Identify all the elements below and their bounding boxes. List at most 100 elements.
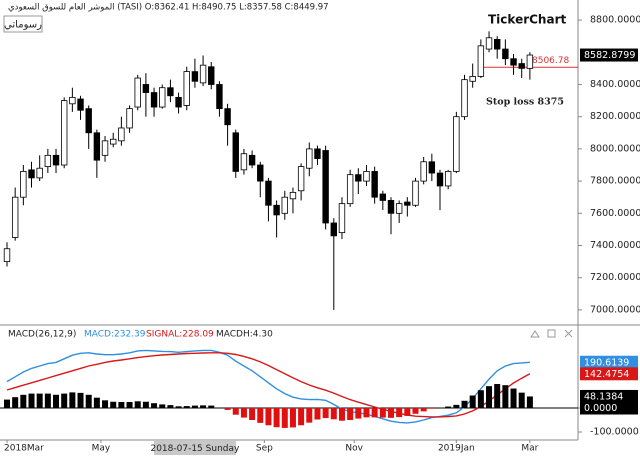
histogram-bar xyxy=(134,401,141,408)
candle-body xyxy=(289,191,297,200)
histogram-bar xyxy=(167,405,174,408)
histogram-bar xyxy=(494,384,501,408)
candle-body xyxy=(420,161,427,182)
candle-body xyxy=(28,169,35,179)
candle-body xyxy=(461,79,468,118)
histogram-bar xyxy=(363,408,370,418)
instrument-header: الموشر العام للسوق السعودي (TASI) O:8362… xyxy=(8,3,329,13)
candle-body xyxy=(281,196,288,214)
candle-body xyxy=(175,96,182,108)
candle-body xyxy=(240,153,248,171)
y-tick-label: 8000.0000 xyxy=(590,143,640,154)
histogram-bar xyxy=(502,385,509,408)
candle-body xyxy=(502,48,509,60)
candle-body xyxy=(265,180,272,206)
drawings-button[interactable] xyxy=(3,15,43,33)
histogram-bar xyxy=(330,408,337,420)
candle-body xyxy=(20,171,27,198)
collapse-button[interactable] xyxy=(530,330,540,338)
x-tick-label: Nov xyxy=(345,444,363,454)
histogram-bar xyxy=(183,406,190,408)
close-button[interactable] xyxy=(564,329,573,338)
candle-body xyxy=(453,116,460,172)
value-tag xyxy=(580,48,638,62)
histogram-bar xyxy=(224,408,231,410)
histogram-bar xyxy=(273,408,280,428)
x-tick-label: Sep xyxy=(256,444,273,454)
candle-body xyxy=(346,174,354,205)
value-tag-label: 190.6139 xyxy=(584,357,629,368)
candle-body xyxy=(183,71,190,106)
histogram-bar xyxy=(445,406,452,408)
candle-body xyxy=(126,108,133,129)
candle-body xyxy=(3,248,11,263)
drawings-button-label[interactable]: رسوماتي xyxy=(4,20,42,31)
histogram-bar xyxy=(151,403,158,408)
histogram-bar xyxy=(453,404,460,408)
candle-body xyxy=(355,174,362,182)
candle-body xyxy=(371,171,378,198)
candle-body xyxy=(330,222,337,237)
candle-body xyxy=(11,196,19,238)
candle-body xyxy=(395,203,403,214)
value-tag xyxy=(580,355,638,369)
macd-readout: MACD:232.39 xyxy=(84,330,146,340)
value-tag-label: 48.1384 xyxy=(584,391,623,402)
indicator-line xyxy=(6,349,530,424)
histogram-bar xyxy=(420,408,427,412)
maximize-button[interactable] xyxy=(547,329,556,338)
histogram-bar xyxy=(126,402,133,408)
histogram-bar xyxy=(175,406,182,408)
histogram-bar xyxy=(281,408,288,428)
candle-body xyxy=(93,132,101,161)
histogram-bar xyxy=(69,392,76,408)
histogram-bar xyxy=(477,390,484,408)
candle-body xyxy=(444,171,452,187)
candle-body xyxy=(52,154,60,166)
candle-body xyxy=(273,204,280,216)
histogram-bar xyxy=(347,408,354,420)
candle-body xyxy=(297,166,305,192)
candle-body xyxy=(248,154,256,166)
histogram-bar xyxy=(77,392,84,408)
y-tick-label: 7200.0000 xyxy=(590,272,640,283)
candle-body xyxy=(159,87,166,108)
histogram-bar xyxy=(265,408,272,426)
histogram-bar xyxy=(93,397,100,408)
y-tick-label: 7400.0000 xyxy=(590,240,640,251)
candle-body xyxy=(428,161,436,174)
histogram-bar xyxy=(118,402,125,408)
histogram-bar xyxy=(387,408,394,418)
value-tag xyxy=(580,389,638,403)
y-tick-label: 8800.0000 xyxy=(590,15,640,26)
candle-body xyxy=(412,180,419,206)
value-tag xyxy=(580,367,638,381)
value-tag-label: 8582.8799 xyxy=(584,50,635,61)
histogram-bar xyxy=(486,386,493,408)
x-tick-label: Mar xyxy=(521,444,538,454)
candle-body xyxy=(110,138,117,145)
panel-controls xyxy=(530,329,573,338)
histogram-bar xyxy=(526,396,533,408)
candle-body xyxy=(36,167,43,179)
stop-line-label: 8506.78 xyxy=(532,56,569,66)
candle-body xyxy=(436,172,444,187)
y-tick-label: 8200.0000 xyxy=(590,111,640,122)
histogram-bar xyxy=(338,408,345,421)
candle-body xyxy=(142,84,150,93)
y-tick-label: 7600.0000 xyxy=(590,208,640,219)
x-tick-label: 2019Jan xyxy=(438,444,475,454)
candle-body xyxy=(60,100,68,166)
brand-logo: TickerChart xyxy=(488,13,566,27)
cursor-date-box xyxy=(153,441,236,455)
candle-body xyxy=(314,148,321,159)
histogram-bar xyxy=(461,400,468,408)
histogram-bar xyxy=(12,397,19,408)
histogram-bar xyxy=(53,394,60,408)
histogram-bar xyxy=(191,405,198,408)
y-tick-label: 7000.0000 xyxy=(590,304,640,315)
histogram-bar xyxy=(355,408,362,419)
candle-body xyxy=(404,201,411,206)
